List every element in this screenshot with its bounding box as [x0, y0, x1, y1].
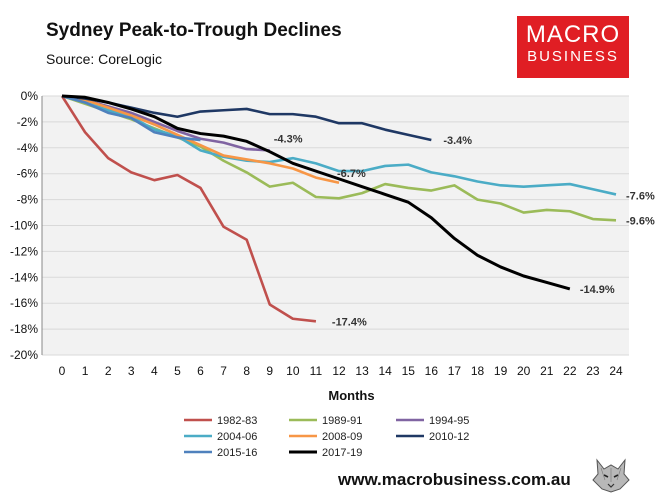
end-label-1982-83: -17.4%: [332, 316, 367, 328]
x-tick-label: 20: [517, 364, 531, 378]
macrobusiness-logo: MACRO BUSINESS: [517, 16, 629, 78]
x-tick-label: 6: [197, 364, 204, 378]
x-tick-label: 9: [266, 364, 273, 378]
y-tick-label: -16%: [10, 296, 38, 310]
y-tick-label: -20%: [10, 348, 38, 362]
footer-url[interactable]: www.macrobusiness.com.au: [338, 470, 571, 489]
wolf-logo-icon: [591, 456, 631, 494]
legend-label-1989-91: 1989-91: [322, 415, 362, 427]
legend-label-2015-16: 2015-16: [217, 447, 257, 459]
end-label-2008-09: -6.7%: [337, 168, 366, 180]
series-line-2004-06: [61, 94, 617, 196]
x-tick-label: 21: [540, 364, 554, 378]
x-tick-label: 24: [609, 364, 623, 378]
y-tick-label: -10%: [10, 219, 38, 233]
y-tick-label: -6%: [17, 167, 39, 181]
x-tick-label: 10: [286, 364, 300, 378]
x-tick-label: 17: [448, 364, 462, 378]
logo-line-2: BUSINESS: [527, 48, 619, 65]
legend-label-1982-83: 1982-83: [217, 415, 257, 427]
x-tick-label: 13: [355, 364, 369, 378]
end-label-1994-95: -4.3%: [274, 133, 303, 145]
x-tick-label: 4: [151, 364, 158, 378]
end-label-2017-19: -14.9%: [580, 284, 615, 296]
x-tick-label: 15: [402, 364, 416, 378]
y-tick-label: -18%: [10, 322, 38, 336]
chart-source: Source: CoreLogic: [46, 51, 162, 67]
series-line-2008-09: [61, 94, 340, 185]
y-tick-label: -8%: [17, 193, 39, 207]
x-axis-title: Months: [328, 388, 374, 403]
x-tick-label: 18: [471, 364, 485, 378]
x-tick-label: 0: [59, 364, 66, 378]
y-tick-label: -12%: [10, 244, 38, 258]
y-tick-label: -2%: [17, 115, 39, 129]
x-tick-label: 8: [243, 364, 250, 378]
x-tick-label: 7: [220, 364, 227, 378]
legend-label-1994-95: 1994-95: [429, 415, 469, 427]
series-line-2017-19: [61, 94, 571, 291]
x-tick-label: 12: [332, 364, 346, 378]
y-tick-label: -14%: [10, 270, 38, 284]
x-tick-label: 19: [494, 364, 508, 378]
series-line-1982-83: [60, 95, 317, 323]
x-tick-label: 2: [105, 364, 112, 378]
logo-line-1: MACRO: [525, 21, 621, 48]
end-label-2010-12: -3.4%: [443, 135, 472, 147]
series-line-2015-16: [61, 94, 201, 142]
legend-label-2004-06: 2004-06: [217, 431, 257, 443]
y-tick-label: -4%: [17, 141, 39, 155]
x-tick-label: 3: [128, 364, 135, 378]
x-tick-label: 22: [563, 364, 577, 378]
chart-title: Sydney Peak-to-Trough Declines: [46, 20, 342, 41]
x-tick-label: 16: [425, 364, 439, 378]
y-tick-label: 0%: [21, 89, 39, 103]
x-tick-label: 14: [378, 364, 392, 378]
x-tick-label: 23: [586, 364, 600, 378]
end-label-1989-91: -9.6%: [626, 215, 655, 227]
legend-label-2017-19: 2017-19: [322, 447, 362, 459]
x-tick-label: 11: [310, 364, 323, 378]
legend-label-2010-12: 2010-12: [429, 431, 469, 443]
x-tick-label: 1: [82, 364, 89, 378]
legend-label-2008-09: 2008-09: [322, 431, 362, 443]
x-tick-label: 5: [174, 364, 181, 378]
end-label-2004-06: -7.6%: [626, 190, 655, 202]
